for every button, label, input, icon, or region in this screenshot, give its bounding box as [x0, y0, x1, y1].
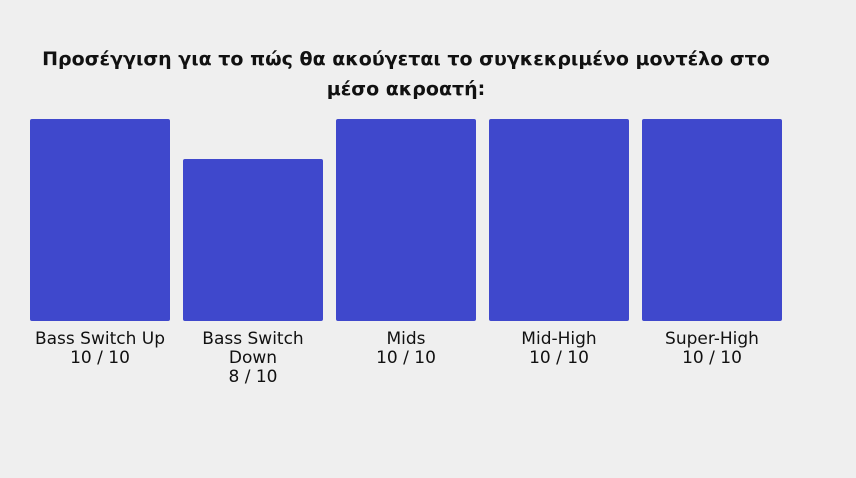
chart-title: Προσέγγιση για το πώς θα ακούγεται το συ… — [42, 48, 770, 100]
bar — [642, 119, 782, 321]
category-label: Mids — [386, 329, 426, 349]
bar — [30, 119, 170, 321]
bar — [183, 159, 323, 321]
bar — [336, 119, 476, 321]
category-label: Mid-High — [521, 329, 597, 349]
value-label: 10 / 10 — [70, 348, 130, 368]
bar-label: Super-High 10 / 10 — [636, 330, 788, 368]
bar-label: Mids 10 / 10 — [330, 330, 482, 368]
category-label: Super-High — [665, 329, 759, 349]
value-label: 8 / 10 — [228, 367, 278, 387]
category-label: Bass Switch Down — [202, 329, 304, 368]
value-label: 10 / 10 — [376, 348, 436, 368]
bar-label: Mid-High 10 / 10 — [483, 330, 635, 368]
category-label: Bass Switch Up — [34, 329, 166, 349]
value-label: 10 / 10 — [682, 348, 742, 368]
bar — [489, 119, 629, 321]
bar-label: Bass Switch Down 8 / 10 — [177, 330, 329, 387]
bar-label: Bass Switch Up 10 / 10 — [24, 330, 176, 368]
value-label: 10 / 10 — [529, 348, 589, 368]
